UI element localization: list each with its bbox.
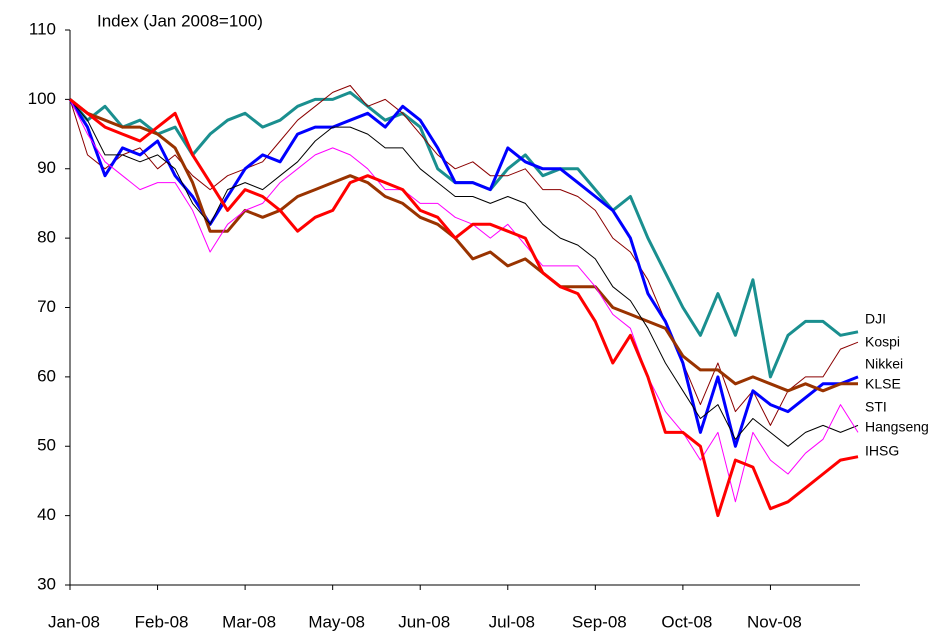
y-tick-label: 90 [37, 158, 56, 177]
y-tick-label: 60 [37, 366, 56, 385]
y-tick-label: 110 [29, 19, 56, 38]
y-tick-label: 100 [28, 89, 56, 108]
series-line [69, 98, 859, 518]
y-tick-label: 40 [37, 505, 56, 524]
y-tick-label: 80 [37, 228, 56, 247]
series-line [69, 99, 859, 503]
legend-label: STI [865, 399, 887, 415]
x-tick-label: Jan-08 [48, 612, 100, 631]
legend-label: KLSE [865, 376, 901, 392]
y-axis-label: Index (Jan 2008=100) [97, 11, 263, 30]
series-line [69, 85, 859, 426]
x-tick-label: Oct-08 [661, 612, 712, 631]
series-line [68, 98, 859, 448]
legend-label: DJI [865, 311, 886, 327]
legend-label: IHSG [865, 443, 899, 459]
legend-label: Nikkei [865, 356, 903, 372]
x-tick-label: Nov-08 [747, 612, 802, 631]
x-tick-label: Jul-08 [489, 612, 535, 631]
series-line [68, 90, 859, 379]
x-tick-label: Jun-08 [398, 612, 450, 631]
x-tick-label: Feb-08 [135, 612, 189, 631]
y-tick-label: 70 [37, 297, 56, 316]
y-tick-label: 50 [37, 436, 56, 455]
x-tick-label: May-08 [308, 612, 365, 631]
y-tick-label: 30 [37, 574, 56, 593]
series-line [69, 99, 859, 447]
legend-label: Kospi [865, 334, 900, 350]
legend-label: Hangseng [865, 419, 929, 435]
series-line [69, 98, 858, 393]
x-tick-label: Sep-08 [572, 612, 627, 631]
x-tick-label: Mar-08 [222, 612, 276, 631]
